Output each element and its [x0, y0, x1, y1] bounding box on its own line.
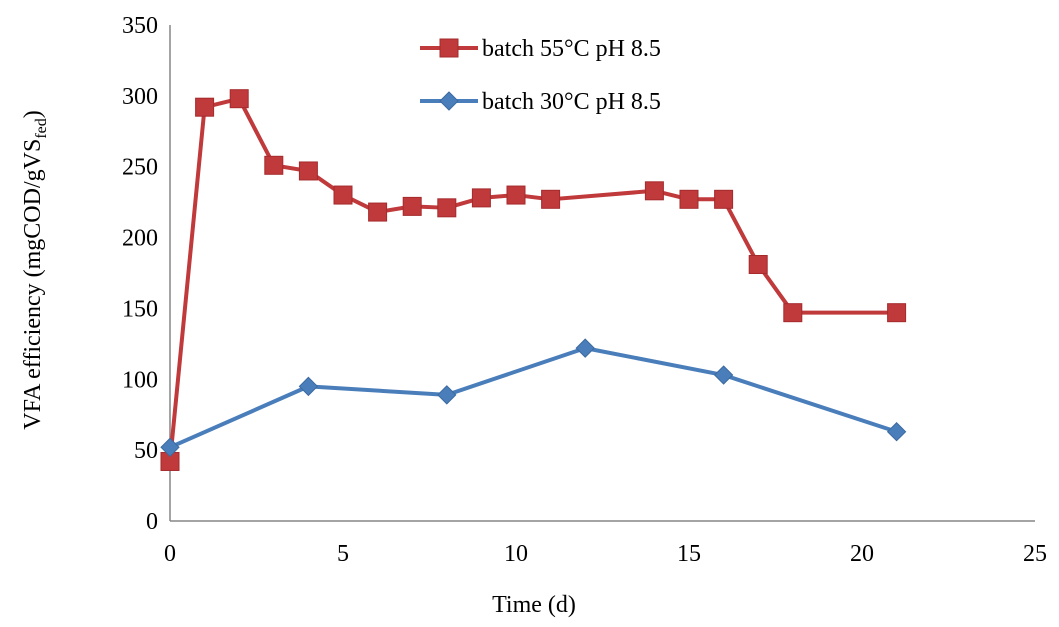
x-tick-label: 0: [164, 541, 176, 567]
data-point: [229, 89, 249, 109]
data-point: [575, 338, 595, 358]
x-axis-title: Time (d): [492, 592, 576, 618]
data-point: [195, 97, 215, 117]
data-point: [160, 437, 180, 458]
x-tick-label: 5: [337, 541, 349, 567]
series-layer: [160, 89, 907, 471]
legend-marker: [439, 38, 459, 58]
x-tick-labels: 0 5 10 15 20 25: [164, 541, 1047, 567]
y-tick-label: 250: [122, 155, 158, 181]
legend-label: batch 30°C pH 8.5: [482, 89, 661, 115]
data-point: [748, 254, 768, 274]
data-point: [887, 303, 907, 323]
legend: batch 55°C pH 8.5 batch 30°C pH 8.5: [420, 36, 661, 115]
x-tick-label: 10: [504, 541, 528, 567]
y-axis-title-main: VFA efficiency (mgCOD/gVS: [20, 139, 46, 430]
y-tick-labels: 0 50 100 150 200 250 300 350: [122, 13, 158, 535]
y-tick-label: 100: [122, 367, 158, 393]
series-line: [168, 96, 897, 462]
y-axis-title-end: ): [20, 110, 46, 118]
data-point: [506, 185, 526, 205]
legend-item: batch 30°C pH 8.5: [420, 89, 661, 115]
y-tick-label: 150: [122, 296, 158, 322]
series-line: [169, 346, 898, 450]
data-point: [264, 155, 284, 175]
data-point: [713, 365, 734, 385]
y-tick-label: 300: [122, 84, 158, 110]
y-axis-title-subscript: fed: [33, 118, 50, 138]
data-point: [298, 376, 319, 397]
x-tick-label: 25: [1023, 541, 1047, 567]
legend-marker: [439, 91, 459, 111]
y-tick-label: 200: [122, 226, 158, 252]
data-point: [298, 161, 318, 181]
series-2: [160, 338, 907, 458]
data-point: [437, 385, 457, 405]
data-point: [644, 181, 664, 201]
data-point: [714, 189, 734, 209]
data-point: [541, 189, 561, 209]
legend-item: batch 55°C pH 8.5: [420, 36, 661, 62]
data-point: [437, 198, 457, 218]
y-axis-title: VFA efficiency (mgCOD/gVSfed): [20, 110, 50, 430]
y-tick-label: 350: [122, 13, 158, 39]
data-point: [471, 188, 491, 208]
legend-label: batch 55°C pH 8.5: [482, 36, 661, 62]
x-tick-label: 15: [677, 541, 701, 567]
data-point: [333, 185, 353, 205]
data-point: [783, 303, 803, 323]
data-point: [368, 202, 388, 222]
y-tick-label: 0: [146, 509, 158, 535]
data-point: [402, 196, 422, 216]
data-point: [679, 189, 699, 209]
series-1: [160, 89, 907, 471]
data-point: [886, 422, 907, 442]
x-tick-label: 20: [850, 541, 874, 567]
y-tick-label: 50: [134, 438, 158, 464]
